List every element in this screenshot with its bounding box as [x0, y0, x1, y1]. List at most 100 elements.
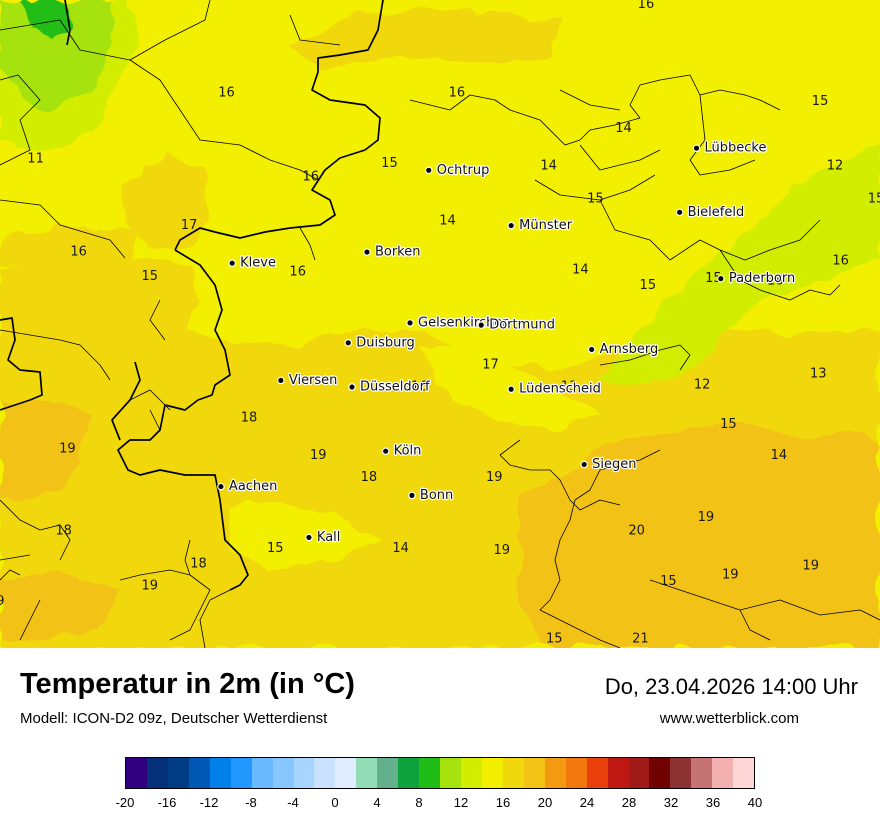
temperature-label: 19	[310, 448, 327, 463]
yellow-zone-eifel	[230, 500, 380, 570]
temperature-label: 18	[361, 470, 378, 485]
temperature-label: 12	[827, 158, 844, 173]
border-north-spur	[64, 0, 71, 46]
temperature-label: 15	[640, 278, 657, 293]
legend-swatch	[419, 758, 441, 788]
city-marker	[507, 221, 515, 230]
temperature-label: 18	[190, 556, 207, 571]
borders	[0, 0, 880, 648]
temperature-label: 16	[832, 253, 849, 268]
city-label: Siegen	[592, 457, 636, 472]
legend-swatch	[670, 758, 692, 788]
city-marker	[717, 274, 725, 283]
temperature-label: 15	[812, 94, 829, 109]
city-label: Düsseldorf	[360, 380, 430, 395]
legend-swatch	[712, 758, 734, 788]
city-marker	[228, 259, 236, 267]
warm-zone-northwest-coast	[0, 225, 140, 268]
city-marker	[675, 208, 684, 217]
city-marker	[424, 166, 433, 175]
temperature-label: 15	[660, 574, 677, 589]
temperature-fields	[0, 0, 880, 648]
city-marker	[277, 376, 285, 385]
legend-tick-label: 40	[747, 795, 763, 810]
temperature-label: 16	[767, 273, 784, 288]
model-info: Modell: ICON-D2 09z, Deutscher Wetterdie…	[20, 710, 328, 727]
legend-swatch	[126, 758, 147, 788]
temperature-label: 15	[587, 192, 604, 207]
temperature-label: 19	[698, 510, 715, 525]
city-label: Ochtrup	[437, 163, 490, 178]
temperature-label: 15	[705, 271, 722, 286]
district-lines	[0, 0, 880, 648]
legend-tick-label: 32	[663, 795, 679, 810]
temperature-label: 14	[392, 541, 409, 556]
city-label: Aachen	[229, 479, 277, 494]
temperature-label: 19	[0, 594, 5, 609]
valid-datetime: Do, 23.04.2026 14:00 Uhr	[604, 674, 858, 699]
temperature-map: 16 16 16 15 14 11 15 14 12 16 15 15 17 14 16 16 14 16 15 15…	[0, 0, 880, 648]
temperature-label: 14	[439, 214, 456, 229]
temperature-label: 16	[289, 265, 306, 280]
temperature-label: 19	[59, 441, 76, 456]
city-label: Münster	[519, 218, 573, 233]
warm-zone-northwest	[125, 150, 210, 250]
temperature-label: 18	[55, 523, 72, 538]
temperature-label: 14	[771, 448, 788, 463]
temperature-label: 20	[628, 523, 645, 538]
legend-swatch	[607, 758, 629, 788]
temperature-label: 21	[632, 632, 649, 647]
city-label: Paderborn	[729, 271, 795, 286]
legend-swatch	[649, 758, 671, 788]
legend-tick-label: 28	[621, 795, 637, 810]
temperature-label: 14	[540, 158, 557, 173]
legend-swatch	[377, 758, 399, 788]
website-link[interactable]: www.wetterblick.com	[659, 710, 799, 727]
legend-swatch	[335, 758, 357, 788]
hot-zone-southwest	[0, 400, 90, 500]
coldest-zone-northwest	[20, 0, 72, 40]
temperature-label: 16	[303, 169, 320, 184]
temperature-label: 17	[181, 218, 198, 233]
city-label: Lübbecke	[705, 141, 767, 156]
legend-swatch	[167, 758, 189, 788]
city-marker	[348, 383, 356, 391]
temperature-label: 18	[241, 410, 258, 425]
color-legend	[125, 757, 755, 789]
legend-swatch	[628, 758, 650, 788]
legend-swatch	[733, 758, 755, 788]
city-marker	[305, 533, 313, 542]
legend-swatch	[398, 758, 420, 788]
warm-zone-north	[290, 10, 560, 70]
hot-zone-southwest2	[0, 570, 120, 640]
hot-zone-south	[520, 420, 880, 648]
legend-swatch	[586, 758, 608, 788]
temperature-label: 15	[142, 269, 159, 284]
temperature-label: 16	[449, 85, 466, 100]
temperature-label: 14	[615, 121, 632, 136]
temperature-label: 19	[722, 568, 739, 583]
border-nrw-north	[174, 0, 384, 251]
cities: Ochtrup Lübbecke Bielefeld Münster Borken Kle…	[217, 139, 796, 546]
cool-zone-east	[600, 140, 880, 385]
city-marker	[408, 491, 416, 500]
legend-swatch	[691, 758, 713, 788]
legend-tick-label: 8	[415, 795, 423, 810]
city-label: Dortmund	[489, 318, 555, 333]
legend-swatch	[440, 758, 461, 788]
legend-swatch	[356, 758, 378, 788]
legend-tick-label: 24	[579, 795, 595, 810]
temperature-label: 15	[267, 541, 284, 556]
legend-tick-label: -12	[199, 795, 219, 810]
legend-tick-label: 0	[331, 795, 339, 810]
temperature-label: 15	[720, 417, 737, 432]
temperature-label: 19	[494, 543, 511, 558]
city-marker	[507, 385, 515, 394]
temperature-label: 16	[638, 0, 655, 12]
temperature-label: 11	[27, 152, 44, 167]
temperature-label: 14	[572, 262, 589, 277]
legend-swatch	[502, 758, 524, 788]
temperature-labels: 16 16 16 15 14 11 15 14 12 16 15 15 17 14 16 16 14 16 15 15…	[0, 0, 880, 647]
legend-swatch	[565, 758, 587, 788]
temperature-label: 15	[868, 192, 880, 207]
